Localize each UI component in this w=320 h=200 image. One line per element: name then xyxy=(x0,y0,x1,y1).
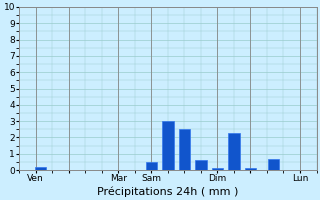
X-axis label: Précipitations 24h ( mm ): Précipitations 24h ( mm ) xyxy=(97,186,238,197)
Bar xyxy=(162,121,174,170)
Bar xyxy=(35,167,46,170)
Bar xyxy=(195,160,207,170)
Bar xyxy=(268,159,279,170)
Bar xyxy=(212,168,223,170)
Bar xyxy=(228,133,240,170)
Bar xyxy=(146,162,157,170)
Bar xyxy=(179,129,190,170)
Bar xyxy=(245,168,256,170)
